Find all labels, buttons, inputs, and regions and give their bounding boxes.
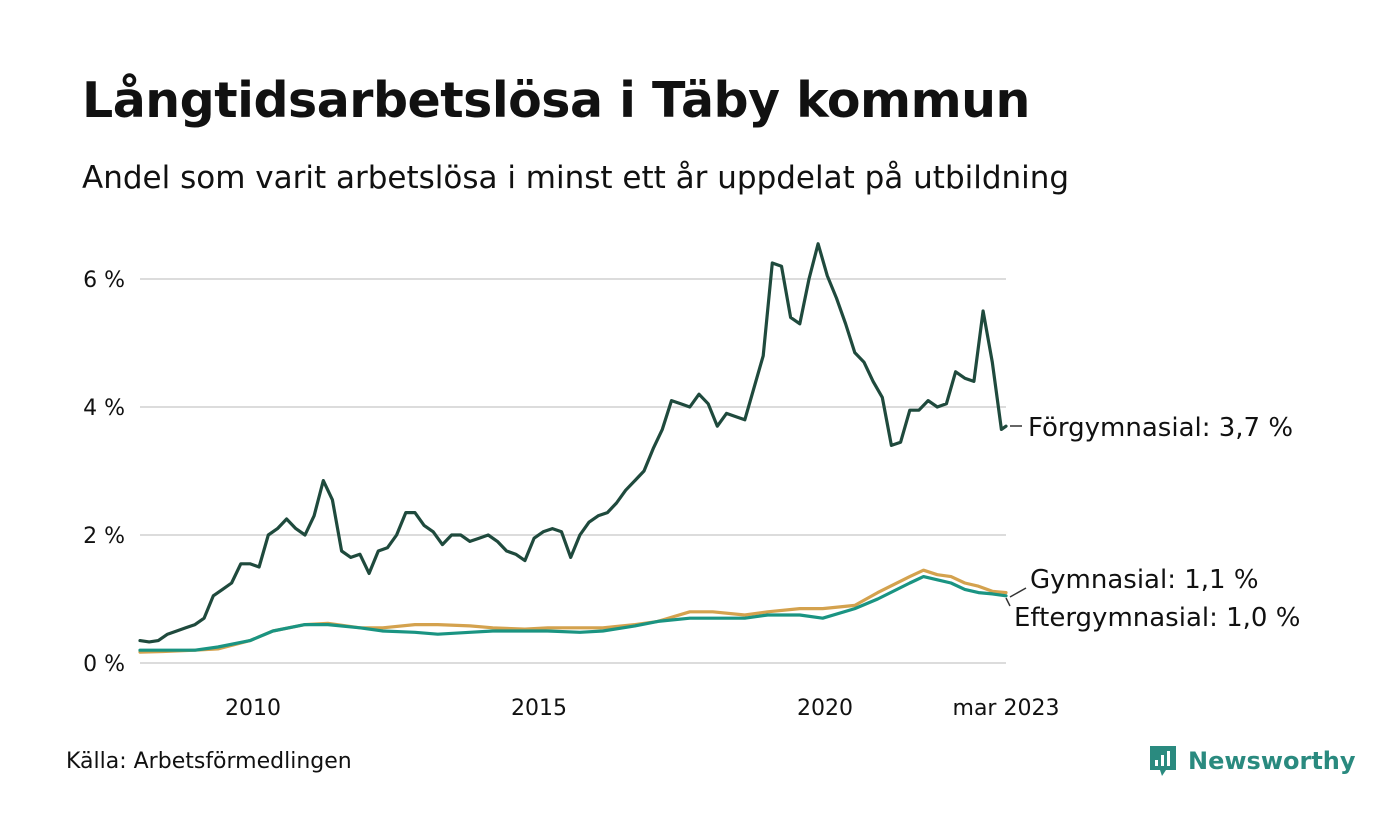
- end-label-forgymnasial: Förgymnasial: 3,7 %: [1028, 413, 1293, 443]
- x-tick-label: mar 2023: [953, 696, 1060, 721]
- y-tick-label: 0 %: [83, 652, 125, 677]
- leader-line-gymnasial: [1009, 587, 1027, 598]
- source-note: Källa: Arbetsförmedlingen: [66, 749, 352, 774]
- newsworthy-logo: Newsworthy: [1148, 744, 1356, 778]
- y-axis: 0 % 2 % 4 % 6 %: [83, 268, 125, 677]
- series-line-gymnasial: [138, 568, 1008, 654]
- end-label-eftergymnasial: Eftergymnasial: 1,0 %: [1014, 603, 1300, 633]
- x-tick-label: 2010: [225, 696, 281, 721]
- y-tick-label: 4 %: [83, 396, 125, 421]
- series-lines: [138, 242, 1008, 654]
- series-line-förgymnasial: [138, 242, 1008, 644]
- x-axis: 2010 2015 2020 mar 2023: [225, 696, 1059, 721]
- end-label-gymnasial: Gymnasial: 1,1 %: [1030, 565, 1259, 595]
- y-tick-label: 2 %: [83, 524, 125, 549]
- brand-name: Newsworthy: [1188, 747, 1356, 775]
- leader-line-eftergymnasial: [1005, 597, 1011, 607]
- x-tick-label: 2015: [511, 696, 567, 721]
- grid-lines: [140, 278, 1006, 664]
- series-line-eftergymnasial: [138, 574, 1008, 652]
- newsworthy-icon: [1150, 746, 1176, 776]
- x-tick-label: 2020: [797, 696, 853, 721]
- chart-subtitle: Andel som varit arbetslösa i minst ett å…: [82, 160, 1070, 196]
- y-tick-label: 6 %: [83, 268, 125, 293]
- end-labels: Förgymnasial: 3,7 % Gymnasial: 1,1 % Eft…: [1005, 413, 1300, 633]
- chart-title: Långtidsarbetslösa i Täby kommun: [82, 72, 1030, 129]
